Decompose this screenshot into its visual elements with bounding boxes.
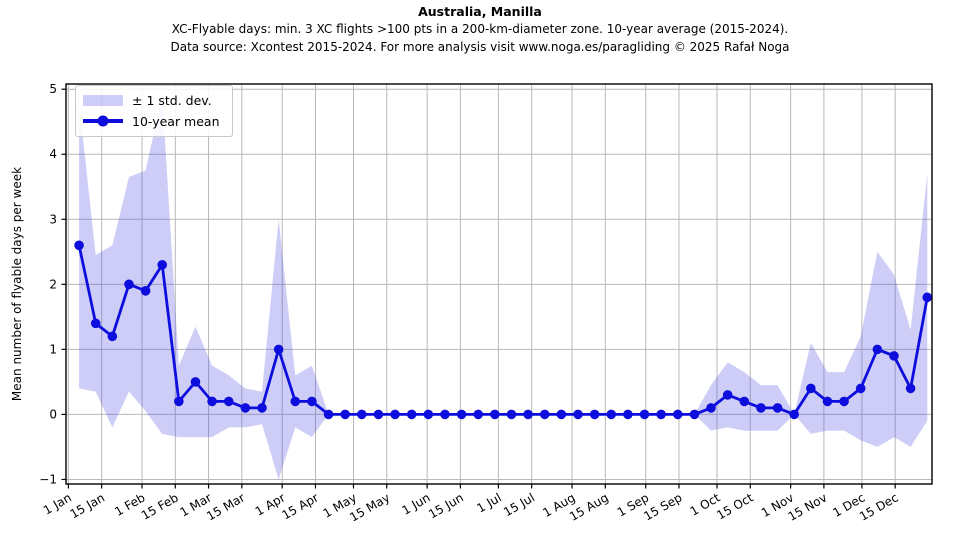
legend-label-std: ± 1 std. dev. [132,92,212,108]
data-point-marker [756,403,766,413]
data-point-marker [855,383,866,394]
data-point-marker [473,409,484,420]
data-point-marker [889,351,899,361]
x-tick-label: 15 Jul [501,490,537,519]
data-point-marker [772,403,783,413]
data-point-marker [74,240,84,251]
x-tick-label: 15 Apr [279,490,321,522]
data-point-marker [157,260,168,270]
data-point-marker [423,409,434,420]
data-point-marker [323,409,334,420]
y-tick-label: 3 [49,212,57,226]
data-point-marker [390,409,400,420]
legend-entry-mean: 10-year mean [83,113,224,129]
y-tick-label: 2 [49,277,57,291]
data-point-marker [356,409,367,420]
x-tick-label: 15 Oct [714,490,756,522]
data-point-marker [456,409,467,420]
data-point-marker [839,396,849,407]
data-point-marker [490,409,500,420]
y-axis-label: Mean number of flyable days per week [10,166,24,402]
data-point-marker [207,396,217,407]
mean-line [77,243,929,416]
y-tick-label: −1 [39,472,57,486]
data-point-marker [406,409,417,420]
data-point-marker [90,318,101,329]
x-tick-label: 15 Jun [426,490,466,521]
data-point-marker [556,409,567,420]
x-tick-label: 15 Sep [641,490,684,523]
x-tick-label: 15 Aug [567,490,611,523]
data-point-marker [623,409,633,420]
data-point-marker [905,383,916,394]
x-tick-label: 1 Jul [474,490,503,515]
data-point-marker [290,396,301,407]
data-point-marker [789,409,800,420]
data-point-marker [174,396,184,407]
legend-band-swatch [83,94,123,106]
x-tick-label: 15 Feb [139,490,181,522]
data-point-marker [307,396,317,407]
data-point-marker [257,403,267,413]
x-tick-label: 15 Jan [68,490,108,521]
data-point-marker [872,344,883,355]
data-point-marker [190,377,201,387]
data-point-marker [706,403,716,413]
data-point-marker [107,331,118,342]
data-point-marker [589,409,600,420]
data-point-marker [523,409,533,420]
data-point-marker [506,409,517,420]
data-point-marker [240,403,251,413]
x-tick-label: 15 Dec [857,490,901,523]
data-point-marker [373,409,384,420]
data-point-marker [440,409,450,420]
data-point-marker [656,409,666,420]
data-point-marker [739,396,750,407]
data-point-marker [124,279,134,290]
data-point-marker [822,396,833,407]
data-point-marker [223,396,234,407]
data-point-marker [539,409,550,420]
legend: ± 1 std. dev. 10-year mean [75,85,233,137]
data-point-marker [722,390,733,400]
data-point-marker [340,409,350,420]
data-point-marker [806,383,816,394]
data-point-marker [606,409,617,420]
chart-subtitle-line2: Data source: Xcontest 2015-2024. For mor… [170,40,790,54]
y-tick-label: 0 [49,407,57,421]
data-point-marker [672,409,683,420]
x-tick-label: 15 Mar [204,490,247,523]
x-tick-label: 15 Nov [786,490,830,523]
legend-line-swatch [83,115,123,127]
std-dev-band [79,95,928,480]
y-tick-label: 4 [49,147,57,161]
y-tick-label: 1 [49,342,57,356]
y-tick-label: 5 [49,82,57,96]
data-point-marker [573,409,583,420]
data-point-marker [639,409,650,420]
legend-entry-std: ± 1 std. dev. [83,92,224,108]
data-point-marker [922,292,933,303]
chart-subtitle-line1: XC-Flyable days: min. 3 XC flights >100 … [171,22,789,36]
legend-line-marker [97,115,109,127]
data-point-marker [140,286,151,296]
legend-label-mean: 10-year mean [132,113,220,129]
chart-title: Australia, Manilla [418,4,542,19]
data-point-marker [273,344,284,355]
data-point-marker [689,409,700,420]
